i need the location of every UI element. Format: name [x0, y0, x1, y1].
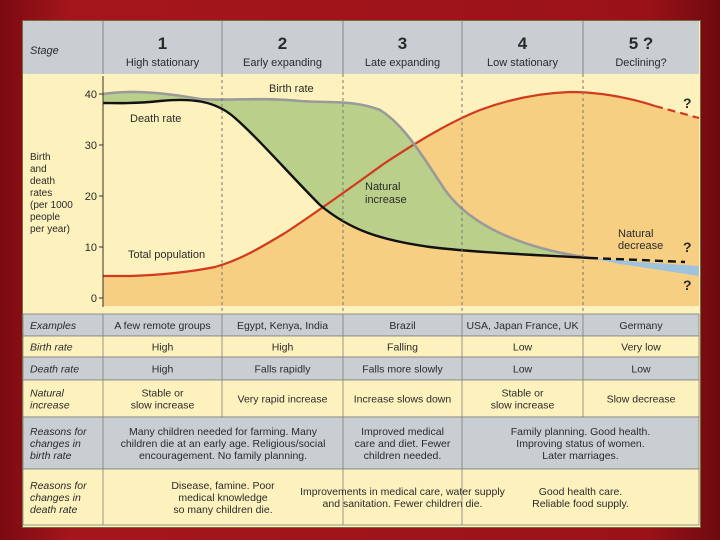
death-rate-label: Death rate — [130, 113, 181, 125]
table-cell: Egypt, Kenya, India — [237, 320, 328, 332]
row-label: Reasons for changes in birth rate — [30, 426, 87, 462]
table-cell: Falls rapidly — [254, 364, 311, 376]
stage-number: 3 — [398, 34, 407, 53]
total-population-label: Total population — [128, 249, 205, 261]
table-cell: Low — [513, 342, 533, 354]
table-cell: Improvements in medical care, water supp… — [300, 486, 506, 510]
stage-name: Late expanding — [365, 57, 440, 69]
table-row — [22, 335, 700, 358]
table-cell: Disease, famine. Poor medical knowledge so… — [171, 480, 275, 516]
stage-number: 1 — [158, 34, 167, 53]
stage-details-table: Examples A few remote groups Egypt, Kenya,… — [22, 313, 700, 526]
y-axis-title: Birth and death rates (per 1000 people per yea… — [30, 152, 73, 235]
stage-name: Low stationary — [487, 57, 558, 69]
natural-decrease-label: Natural decrease — [618, 228, 663, 252]
total-population-line — [103, 90, 656, 278]
birth-rate-line — [102, 90, 591, 260]
table-cell: Family planning. Good health. Improving s… — [511, 426, 651, 462]
rates-projection-line — [589, 256, 686, 264]
y-tick-label: 30 — [85, 140, 97, 152]
table-cell: Germany — [619, 320, 663, 332]
table-row — [22, 468, 700, 526]
table-cell: High — [152, 342, 174, 354]
question-mark-population: ? — [683, 95, 692, 111]
row-label: Death rate — [30, 364, 79, 376]
row-label: Examples — [30, 320, 77, 332]
table-cell: A few remote groups — [114, 320, 210, 332]
natural-increase-label: Natural increase — [365, 181, 407, 206]
y-axis-ticks: 40 30 20 10 0 — [85, 89, 103, 305]
stage-label: Stage — [30, 45, 59, 57]
stage-name: Early expanding — [243, 57, 322, 69]
row-label: Natural increase — [30, 388, 70, 412]
chart-area: 40 30 20 10 0 Birth and death rates (per 1000 peo… — [30, 74, 700, 315]
table-cell: High — [152, 364, 174, 376]
stage-number: 2 — [278, 34, 287, 53]
stage-name: High stationary — [126, 57, 200, 69]
natural-increase-area — [103, 91, 590, 258]
table-cell: Falling — [387, 342, 418, 354]
row-label: Reasons for changes in death rate — [30, 480, 87, 516]
table-cell: Very rapid increase — [238, 394, 328, 406]
stage-number: 5 ? — [629, 34, 654, 53]
table-cell: High — [272, 342, 294, 354]
table-cell: Brazil — [389, 320, 415, 332]
table-row — [22, 416, 700, 470]
header-band — [23, 21, 699, 74]
population-projection-line — [654, 104, 700, 120]
death-rate-line — [102, 98, 591, 260]
stage-name: Declining? — [615, 57, 666, 69]
row-label: Birth rate — [30, 342, 73, 354]
table-cell: Low — [513, 364, 533, 376]
natural-decrease-area — [590, 258, 699, 276]
table-row — [22, 379, 700, 418]
table-cell: Very low — [621, 342, 661, 354]
table-cell: Falls more slowly — [362, 364, 443, 376]
y-tick-label: 0 — [91, 293, 97, 305]
question-mark-death: ? — [683, 277, 692, 293]
table-cell: Good health care. Reliable food supply. — [532, 486, 629, 510]
table-cell: Low — [631, 364, 651, 376]
stage-number: 4 — [518, 34, 528, 53]
table-row — [22, 356, 700, 381]
table-cell: Stable or slow increase — [491, 388, 555, 412]
table-cell: Improved medical care and diet. Fewer chil… — [355, 426, 451, 462]
table-cell: USA, Japan France, UK — [466, 320, 578, 332]
y-tick-label: 40 — [85, 89, 97, 101]
question-mark-birth: ? — [683, 239, 692, 255]
stage-headers: 1 High stationary 2 Early expanding 3 Late ex… — [102, 21, 667, 74]
table-cell: Many children needed for farming. Many ch… — [121, 426, 326, 462]
table-cell: Increase slows down — [354, 394, 452, 406]
y-tick-label: 10 — [85, 242, 97, 254]
table-cell: Stable or slow increase — [131, 388, 195, 412]
birth-rate-label: Birth rate — [269, 83, 314, 95]
y-tick-label: 20 — [85, 191, 97, 203]
table-cell: Slow decrease — [607, 394, 676, 406]
stage-dividers — [221, 74, 584, 315]
